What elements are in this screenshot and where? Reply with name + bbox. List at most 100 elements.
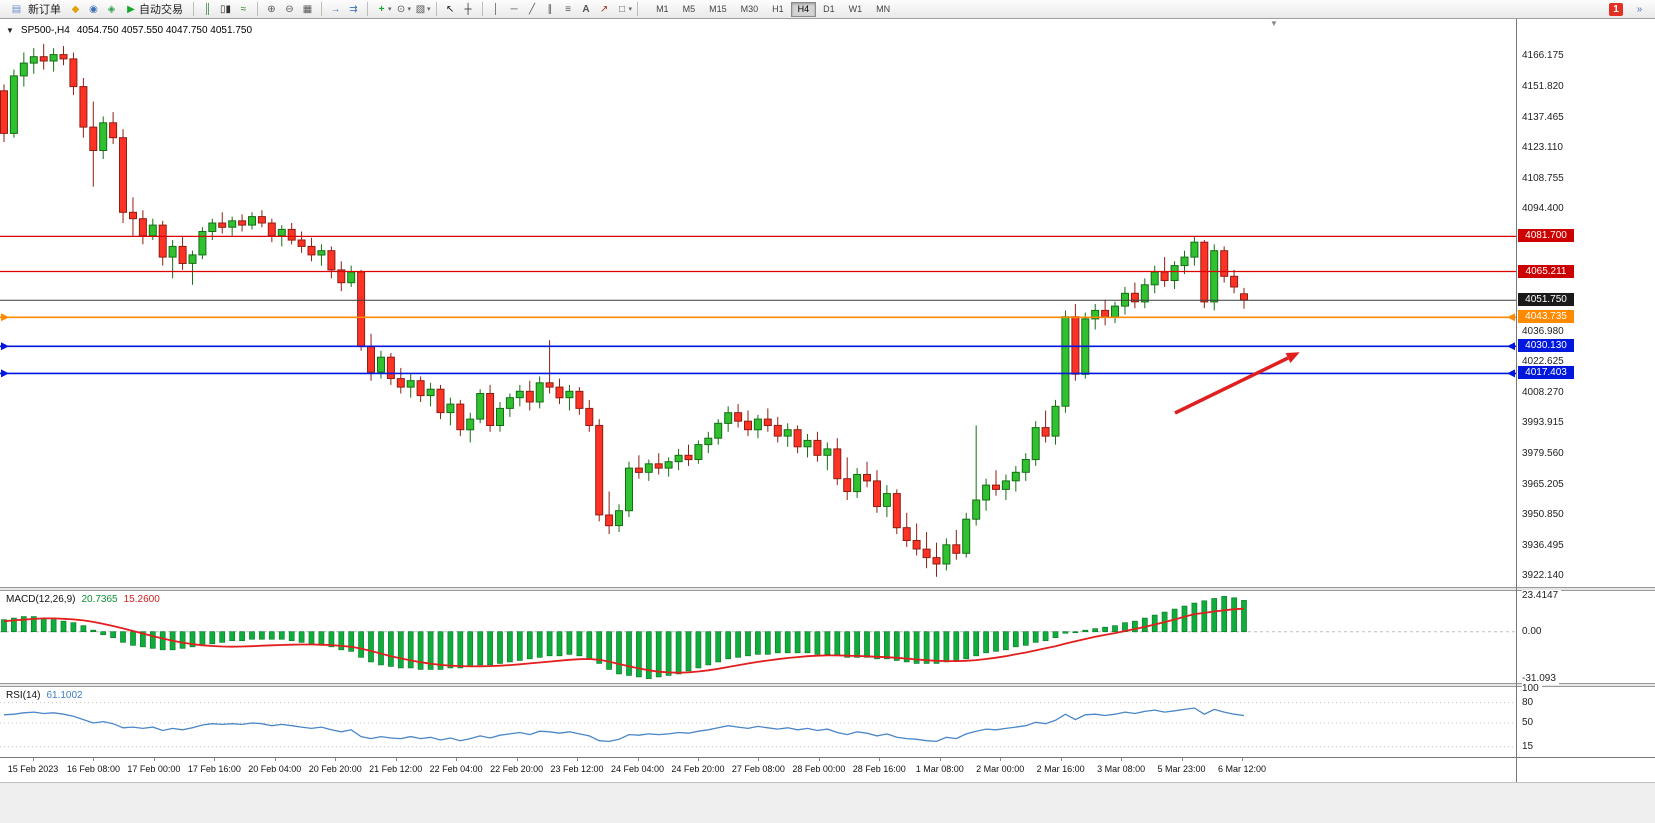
- panel-splitter[interactable]: [0, 587, 1655, 591]
- indicators-icon[interactable]: +: [378, 3, 385, 15]
- arrow-tool-icon[interactable]: ↗: [599, 3, 609, 15]
- timeframe-button-m30[interactable]: M30: [734, 2, 766, 17]
- candle: [436, 384, 445, 420]
- candle: [327, 246, 336, 279]
- templates-dropdown-icon[interactable]: ▾: [427, 6, 431, 13]
- price-tick-label: 3965.205: [1522, 478, 1567, 491]
- zoom-in-icon[interactable]: ⊕: [267, 3, 276, 15]
- shapes-dropdown-icon[interactable]: ▾: [628, 6, 633, 13]
- periods-dropdown-icon[interactable]: ▾: [407, 6, 412, 13]
- line-chart-icon[interactable]: ≈: [240, 3, 247, 15]
- price-tick-label: 4094.400: [1522, 203, 1567, 216]
- candle: [267, 218, 276, 243]
- chart-shift-icon[interactable]: ⇉: [349, 3, 358, 15]
- panel-splitter[interactable]: [0, 683, 1655, 687]
- candle: [496, 402, 504, 432]
- market-icon[interactable]: ◈: [107, 3, 116, 15]
- candle: [1051, 399, 1060, 445]
- time-axis-label: 1 Mar 08:00: [915, 764, 964, 774]
- candle: [634, 455, 643, 479]
- chart-shift-marker[interactable]: ▼: [1270, 19, 1278, 28]
- bar-chart-icon[interactable]: ║: [203, 3, 212, 15]
- candle: [138, 210, 147, 245]
- candle: [843, 457, 852, 500]
- candle: [823, 442, 832, 471]
- time-axis-label: 15 Feb 2023: [7, 764, 59, 774]
- line-end-marker[interactable]: [1507, 313, 1515, 322]
- cursor-icon[interactable]: ↖: [445, 3, 455, 15]
- autotrading-button[interactable]: ▶ 自动交易: [121, 1, 188, 17]
- candle: [357, 269, 366, 351]
- line-end-marker[interactable]: [1, 342, 9, 351]
- timeframe-button-w1[interactable]: W1: [842, 2, 870, 17]
- time-axis-tick: [93, 758, 95, 761]
- candle: [39, 43, 48, 70]
- timeframe-button-d1[interactable]: D1: [816, 2, 842, 17]
- timeframe-button-m15[interactable]: M15: [702, 2, 734, 17]
- candle: [99, 116, 108, 159]
- candle: [198, 227, 207, 260]
- horizontal-line-icon[interactable]: ─: [510, 3, 518, 15]
- candle: [178, 235, 187, 270]
- channel-icon[interactable]: ∥: [547, 3, 553, 15]
- toolbar-separator: [637, 2, 639, 16]
- timeframe-button-m5[interactable]: M5: [676, 2, 703, 17]
- trend-arrow[interactable]: [1174, 356, 1289, 415]
- crosshair-icon[interactable]: ┼: [464, 3, 472, 15]
- toolbar-overflow-icon[interactable]: »: [1636, 3, 1643, 15]
- templates-icon[interactable]: ▧: [415, 3, 426, 15]
- candle: [555, 378, 564, 405]
- candle: [724, 406, 733, 432]
- rsi-chart[interactable]: [0, 687, 1516, 757]
- candle: [49, 48, 58, 72]
- auto-scroll-icon[interactable]: →: [330, 3, 341, 15]
- candle: [168, 240, 177, 279]
- tile-windows-icon[interactable]: ▦: [302, 3, 313, 15]
- candles: [0, 43, 1248, 577]
- macd-indicator-label: MACD(12,26,9) 20.7365 15.2600: [6, 594, 160, 605]
- new-order-icon: ▤: [11, 3, 22, 15]
- one-click-trading-icon[interactable]: ▼: [6, 26, 14, 35]
- zoom-out-icon[interactable]: ⊖: [285, 3, 294, 15]
- indicators-dropdown-icon[interactable]: ▾: [388, 6, 392, 13]
- candle: [1210, 244, 1219, 311]
- candle: [605, 491, 614, 535]
- candlestick-chart-icon[interactable]: ▯▮: [219, 3, 231, 15]
- community-icon[interactable]: ◉: [89, 3, 98, 15]
- time-axis-tick: [818, 758, 820, 761]
- macd-chart[interactable]: [0, 591, 1516, 683]
- price-axis[interactable]: 4166.175 4151.820 4137.465 4123.110 4108.755…: [1516, 19, 1655, 782]
- candle: [615, 504, 623, 532]
- candle: [79, 78, 88, 138]
- timeframe-button-h1[interactable]: H1: [765, 2, 791, 17]
- line-end-marker[interactable]: [1, 369, 9, 378]
- line-end-marker[interactable]: [1507, 369, 1515, 378]
- text-icon[interactable]: A: [582, 3, 590, 15]
- time-axis[interactable]: 15 Feb 2023 16 Feb 08:00 17 Feb 00:00 17 Fe…: [0, 757, 1655, 782]
- line-end-marker[interactable]: [1507, 342, 1515, 351]
- price-tick-label: 4108.755: [1522, 172, 1567, 185]
- price-tick-label: 4008.270: [1522, 386, 1567, 399]
- periods-icon[interactable]: ⊙: [396, 3, 406, 15]
- candle: [793, 425, 802, 454]
- candle: [942, 538, 951, 571]
- timeframe-button-m1[interactable]: M1: [649, 2, 676, 17]
- line-end-marker[interactable]: [1, 313, 9, 322]
- timeframe-button-h4[interactable]: H4: [790, 1, 817, 17]
- time-axis-label: 22 Feb 04:00: [429, 764, 483, 774]
- candle: [1031, 421, 1040, 466]
- trendline-icon[interactable]: ╱: [529, 3, 536, 15]
- candle: [535, 376, 544, 409]
- fibonacci-icon[interactable]: ≡: [565, 3, 571, 15]
- alerts-icon[interactable]: ◆: [71, 3, 80, 15]
- notification-badge[interactable]: 1: [1609, 2, 1623, 16]
- candle: [446, 397, 455, 426]
- candlestick-chart[interactable]: [0, 19, 1516, 587]
- shapes-icon[interactable]: □: [619, 3, 626, 15]
- candle: [982, 478, 991, 511]
- vertical-line-icon[interactable]: │: [492, 3, 500, 15]
- new-order-button[interactable]: ▤ 新订单: [3, 1, 66, 17]
- chart-ohlc-label: 4054.750 4057.550 4047.750 4051.750: [76, 25, 253, 36]
- timeframe-button-mn[interactable]: MN: [869, 2, 897, 17]
- time-axis-tick: [1121, 758, 1123, 761]
